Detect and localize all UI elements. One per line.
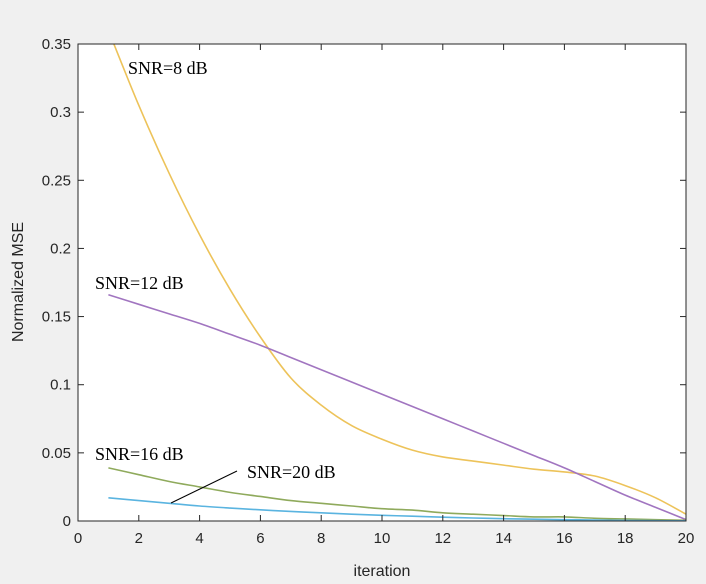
series-line-snr-12-db <box>108 294 686 521</box>
annotation-snr-12: SNR=12 dB <box>95 273 184 293</box>
x-tick-label: 0 <box>74 530 82 547</box>
x-tick-label: 14 <box>495 530 512 547</box>
annotation-snr-20: SNR=20 dB <box>247 462 336 482</box>
y-tick-label: 0.05 <box>42 445 71 462</box>
x-tick-label: 20 <box>678 530 695 547</box>
y-tick-label: 0.15 <box>42 309 71 326</box>
annotation-snr-16: SNR=16 dB <box>95 444 184 464</box>
x-tick-label: 6 <box>256 530 264 547</box>
y-tick-label: 0.35 <box>42 36 71 53</box>
axis-ticks: 0 2 4 6 8 10 12 14 16 18 20 0 0.05 0.1 0.15 0.2 0.25 0.3 0… <box>42 36 695 547</box>
y-tick-label: 0.3 <box>50 104 71 121</box>
x-tick-label: 2 <box>135 530 143 547</box>
series-line-snr-8-db <box>113 44 686 515</box>
plot-area <box>78 44 686 521</box>
annotation-snr-20-arrow <box>170 470 238 504</box>
x-tick-label: 10 <box>374 530 391 547</box>
y-tick-label: 0.1 <box>50 377 71 394</box>
y-tick-label: 0.25 <box>42 172 71 189</box>
y-tick-label: 0 <box>63 513 71 530</box>
x-tick-label: 18 <box>617 530 634 547</box>
x-tick-label: 4 <box>195 530 203 547</box>
x-tick-label: 12 <box>434 530 451 547</box>
x-axis-label: iteration <box>354 563 411 580</box>
x-tick-label: 16 <box>556 530 573 547</box>
y-axis-label: Normalized MSE <box>10 222 27 342</box>
series-line-snr-20-db <box>108 497 686 521</box>
y-tick-label: 0.2 <box>50 240 71 257</box>
x-tick-label: 8 <box>317 530 325 547</box>
annotation-snr-8: SNR=8 dB <box>128 58 208 78</box>
